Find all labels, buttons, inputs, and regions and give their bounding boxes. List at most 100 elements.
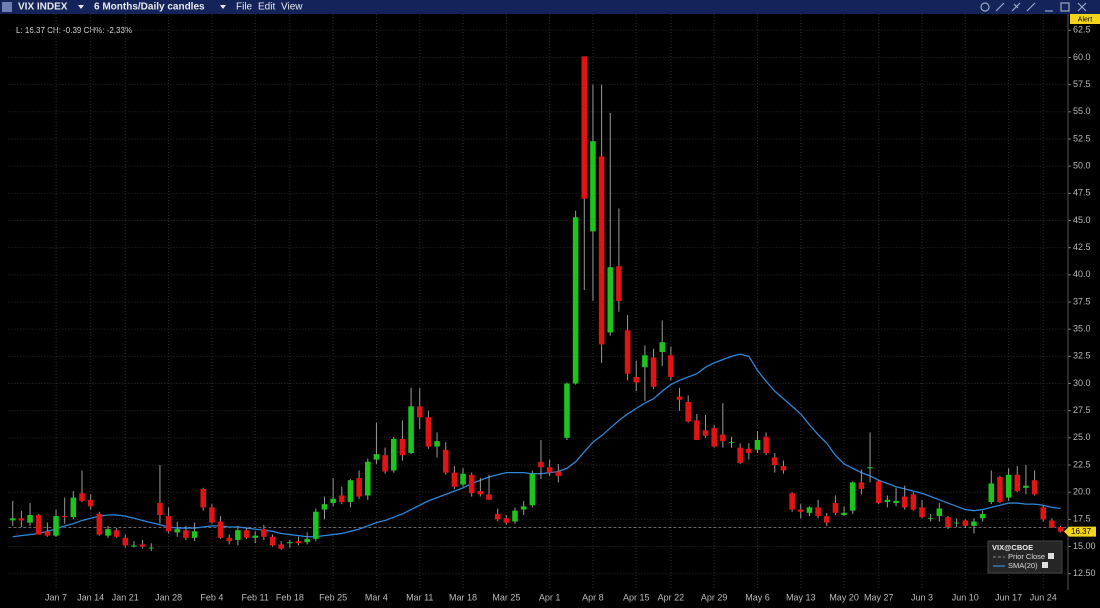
- x-tick-label: Feb 11: [242, 592, 269, 602]
- candle-body: [1057, 526, 1064, 532]
- candle-body: [823, 516, 830, 523]
- quote: L: 16.37 CH: -0.39 CH%: -2.33%: [16, 26, 132, 35]
- legend-sma: SMA(20): [1008, 561, 1038, 570]
- candle-body: [35, 515, 42, 535]
- draw-icon[interactable]: [995, 2, 1005, 12]
- link-icon[interactable]: [1011, 2, 1021, 12]
- candle-body: [919, 507, 925, 518]
- candle-body: [529, 473, 536, 506]
- candle-body: [416, 406, 423, 418]
- toolbar: [0, 0, 1100, 14]
- candle-body: [685, 401, 691, 422]
- candle-body: [131, 545, 137, 547]
- x-tick-label: Feb 25: [319, 592, 347, 602]
- candle-body: [408, 406, 414, 454]
- y-tick-label: 60.0: [1073, 52, 1091, 62]
- candle-body: [148, 547, 155, 549]
- candle-body: [53, 516, 59, 536]
- symbol[interactable]: VIX INDEX: [18, 2, 68, 13]
- restore-icon[interactable]: [1060, 2, 1070, 12]
- y-tick-label: 30.0: [1073, 378, 1091, 388]
- y-tick-label: 47.5: [1073, 188, 1091, 198]
- alert-label[interactable]: Alert: [1078, 16, 1092, 23]
- menu-edit[interactable]: Edit: [258, 2, 275, 13]
- candle-body: [304, 538, 310, 543]
- menu-file[interactable]: File: [236, 2, 253, 13]
- checkbox[interactable]: [1048, 553, 1054, 559]
- close-icon[interactable]: [1077, 2, 1087, 12]
- candle-body: [555, 471, 562, 476]
- y-tick-label: 40.0: [1073, 269, 1091, 279]
- candle-body: [226, 537, 232, 542]
- x-tick-label: Jan 14: [77, 592, 104, 602]
- legend-title: VIX@CBOE: [992, 543, 1033, 552]
- x-tick-label: Jun 10: [952, 592, 979, 602]
- candle-body: [737, 447, 743, 463]
- candle-body: [113, 530, 120, 537]
- candle-body: [183, 530, 189, 538]
- dropdown-arrow[interactable]: [220, 5, 226, 9]
- candle-body: [1049, 520, 1055, 528]
- y-tick-label: 57.5: [1073, 79, 1091, 89]
- candle-body: [789, 493, 795, 510]
- candle-body: [910, 494, 917, 510]
- x-tick-label: Mar 25: [492, 592, 520, 602]
- x-tick-label: Apr 8: [582, 592, 604, 602]
- checkbox[interactable]: [1042, 562, 1048, 568]
- candle-body: [390, 438, 397, 471]
- tool-icon[interactable]: [1026, 2, 1036, 12]
- candle-body: [598, 156, 605, 345]
- x-tick-label: May 27: [864, 592, 894, 602]
- legend-prior: Prior Close: [1008, 552, 1045, 561]
- candle-body: [451, 472, 458, 487]
- candle-body: [356, 478, 362, 497]
- x-tick-label: Feb 18: [276, 592, 304, 602]
- candle-body: [200, 488, 207, 508]
- candle-body: [746, 448, 752, 454]
- candle-body: [27, 515, 33, 523]
- candle-body: [875, 481, 882, 504]
- x-tick-label: Feb 4: [200, 592, 223, 602]
- candle-body: [728, 442, 735, 443]
- candle-body: [936, 508, 943, 517]
- y-tick-label: 50.0: [1073, 161, 1091, 171]
- candle-body: [287, 542, 293, 544]
- candle-body: [1040, 507, 1047, 520]
- candle-body: [347, 480, 354, 502]
- dropdown-arrow[interactable]: [78, 5, 84, 9]
- candle-body: [893, 500, 899, 504]
- y-tick-label: 12.50: [1073, 568, 1096, 578]
- candle-body: [382, 455, 388, 472]
- candle-body: [798, 509, 804, 512]
- candle-body: [720, 434, 726, 442]
- candle-body: [70, 497, 77, 518]
- y-tick-label: 37.5: [1073, 296, 1091, 306]
- candle-body: [901, 496, 908, 508]
- candle-body: [616, 266, 622, 301]
- candle-body: [988, 483, 995, 502]
- candle-body: [581, 56, 588, 199]
- candle-body: [772, 457, 778, 466]
- candle-body: [763, 436, 769, 454]
- x-tick-label: Mar 11: [406, 592, 433, 602]
- candle-body: [520, 506, 527, 510]
- alert-button[interactable]: [1070, 14, 1100, 24]
- y-tick-label: 22.5: [1073, 459, 1091, 469]
- x-tick-label: Apr 1: [539, 592, 561, 602]
- period[interactable]: 6 Months/Daily candles: [94, 2, 205, 13]
- x-tick-label: Jan 21: [112, 592, 139, 602]
- candle-body: [9, 518, 16, 521]
- candle-body: [962, 520, 969, 526]
- candle-body: [460, 473, 466, 485]
- candle-body: [399, 438, 406, 456]
- candle-body: [953, 522, 960, 524]
- candle-body: [330, 498, 336, 504]
- candle-body: [858, 482, 865, 489]
- candle-body: [676, 396, 683, 400]
- menu-view[interactable]: View: [281, 2, 303, 13]
- settings-icon[interactable]: [980, 2, 990, 12]
- candle-body: [122, 537, 129, 546]
- candle-body: [477, 491, 484, 495]
